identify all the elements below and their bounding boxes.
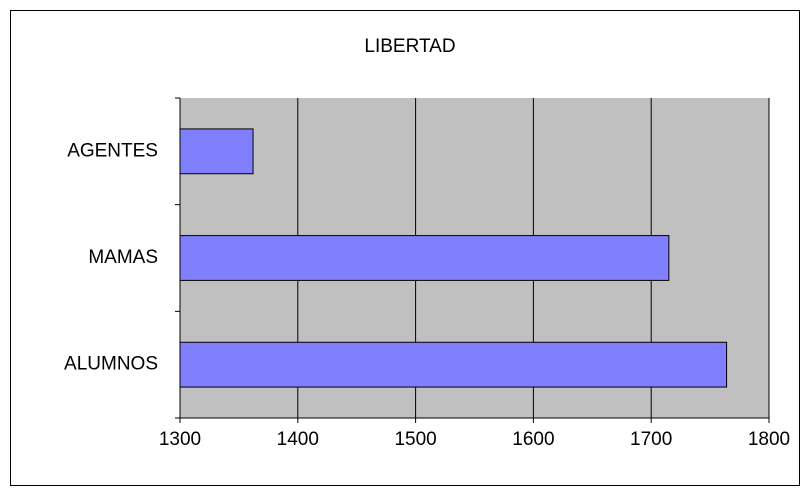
x-tick-label: 1400 bbox=[277, 429, 319, 450]
chart-title: LIBERTAD bbox=[364, 36, 455, 57]
x-tick-label: 1300 bbox=[159, 429, 201, 450]
x-tick-label: 1700 bbox=[630, 429, 672, 450]
x-tick-label: 1800 bbox=[748, 429, 790, 450]
x-tick-label: 1600 bbox=[512, 429, 554, 450]
x-tick-label: 1500 bbox=[394, 429, 436, 450]
y-tick-label: AGENTES bbox=[67, 140, 158, 161]
y-tick-label: ALUMNOS bbox=[64, 354, 158, 375]
y-tick-label: MAMAS bbox=[88, 247, 158, 268]
bar bbox=[179, 235, 670, 281]
bar bbox=[179, 341, 728, 388]
bar bbox=[179, 128, 254, 175]
